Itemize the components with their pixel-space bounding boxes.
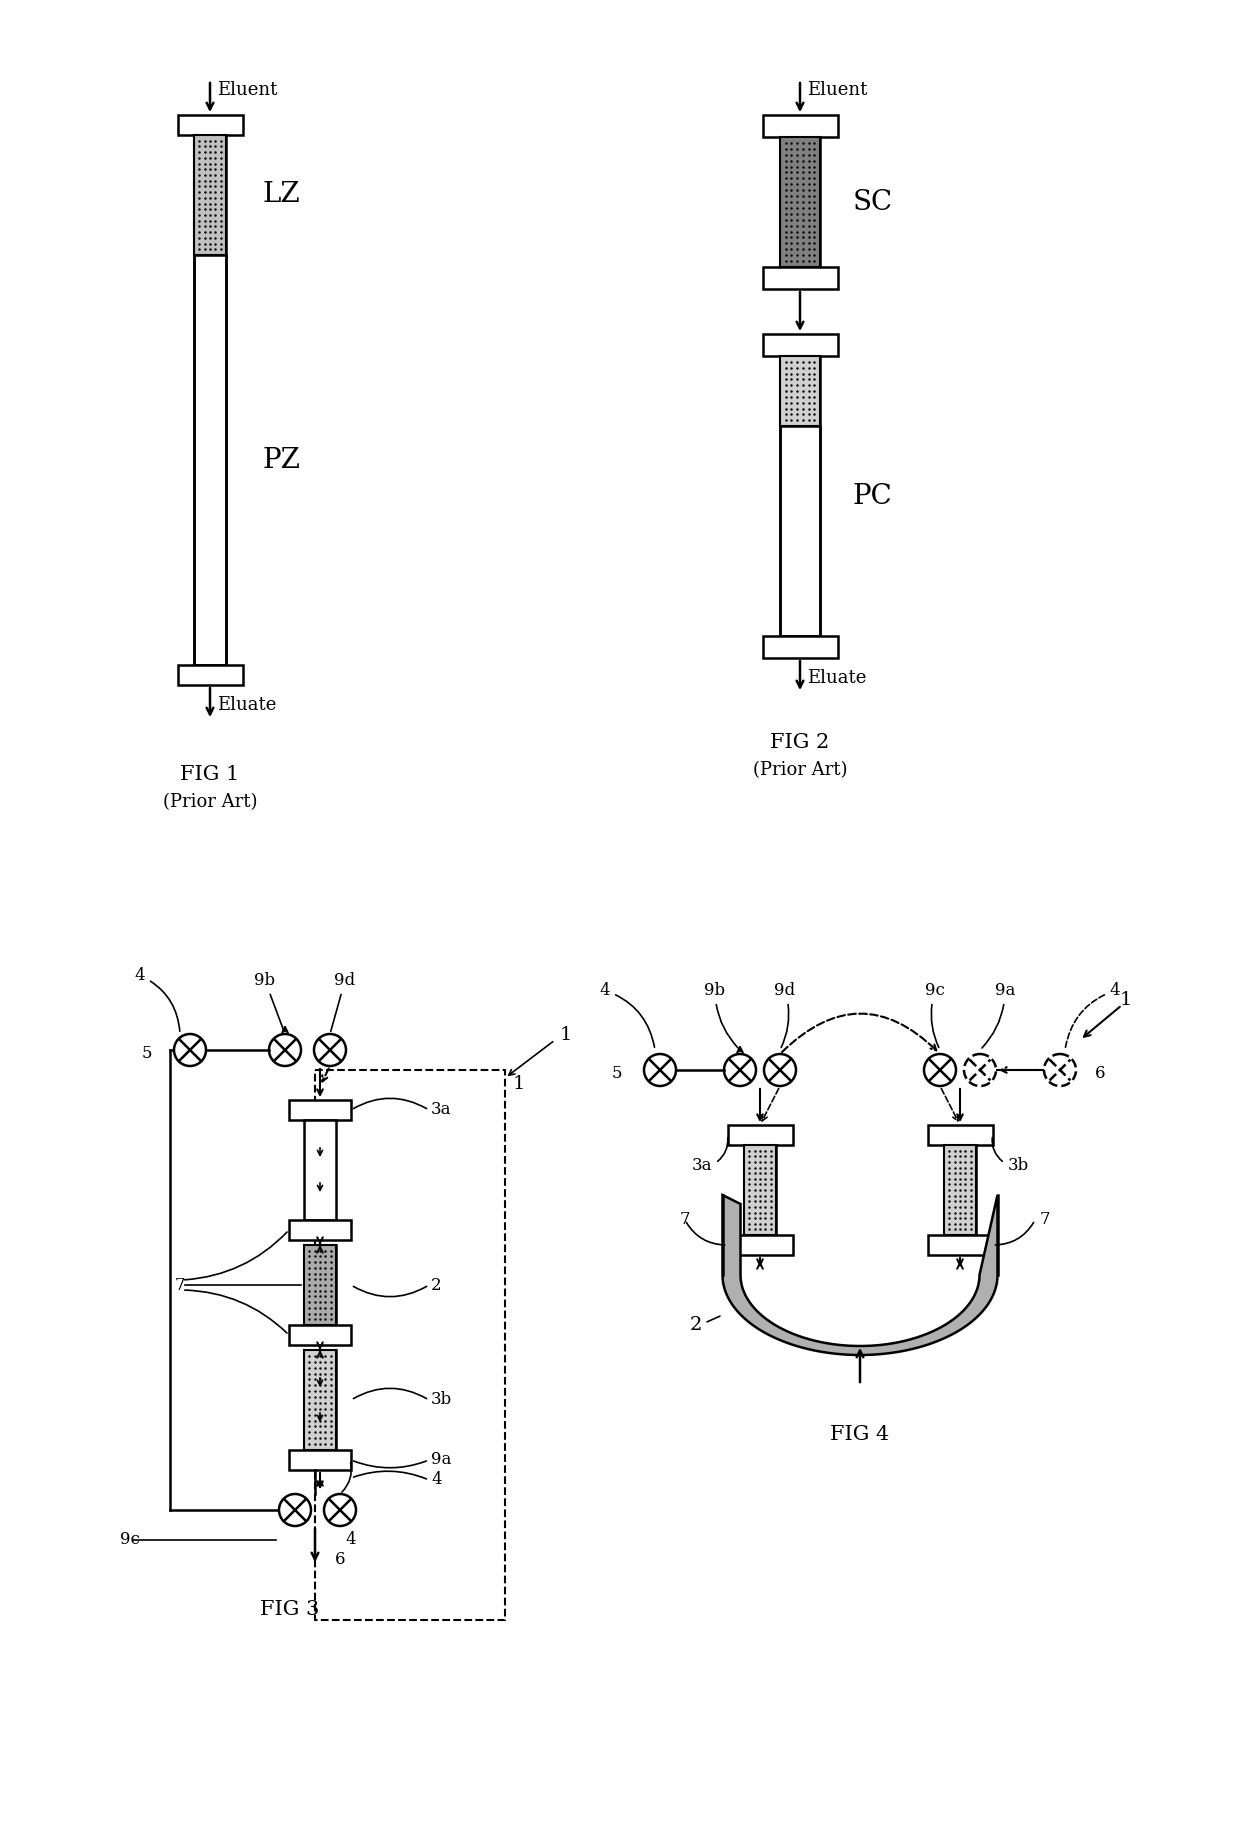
Bar [289,1324,351,1344]
Text: FIG 4: FIG 4 [831,1425,889,1443]
Text: 4: 4 [1065,981,1120,1047]
Bar [315,1069,505,1619]
Text: 2: 2 [691,1317,703,1333]
Text: 7: 7 [1040,1212,1050,1229]
Bar [728,1124,792,1144]
Bar [780,356,820,425]
Bar [289,1100,351,1121]
Bar [304,1245,336,1324]
Text: 9c: 9c [925,981,945,1047]
Text: 4: 4 [600,981,655,1047]
Circle shape [963,1055,996,1086]
Bar [289,1451,351,1471]
Text: 2: 2 [432,1276,441,1293]
Bar [763,636,837,658]
Text: 3b: 3b [1007,1157,1029,1174]
Text: 9d: 9d [775,981,796,1047]
Bar [304,1350,336,1451]
Text: SC: SC [853,189,893,216]
Bar [780,356,820,636]
Text: 5: 5 [141,1045,153,1062]
Text: PC: PC [853,482,893,510]
Text: Eluate: Eluate [217,695,277,713]
Text: 9b: 9b [254,972,284,1031]
Circle shape [724,1055,756,1086]
Text: 1: 1 [1120,990,1132,1009]
Bar [193,136,226,666]
Bar [304,1350,336,1451]
Text: FIG 2: FIG 2 [770,734,830,752]
Text: 3a: 3a [432,1102,451,1119]
Bar [780,138,820,268]
Text: 9d: 9d [331,972,356,1031]
Text: 9b: 9b [704,981,738,1047]
Text: 9c: 9c [120,1531,140,1548]
Circle shape [1044,1055,1076,1086]
Bar [763,334,837,356]
Bar [177,666,243,686]
Circle shape [764,1055,796,1086]
Bar [744,1144,776,1234]
Bar [780,425,820,636]
Circle shape [279,1495,311,1526]
Bar [928,1124,992,1144]
Text: 5: 5 [611,1064,622,1082]
Bar [928,1234,992,1254]
Text: 4: 4 [345,1531,356,1548]
Bar [304,1245,336,1324]
Text: 1: 1 [513,1075,526,1093]
Bar [780,138,820,268]
Polygon shape [723,1196,997,1355]
Bar [944,1144,976,1234]
Text: 6: 6 [335,1552,346,1568]
Bar [763,268,837,290]
Text: PZ: PZ [263,446,300,473]
Text: (Prior Art): (Prior Art) [753,761,847,779]
Text: 4: 4 [432,1471,441,1489]
Bar [289,1220,351,1240]
Text: 1: 1 [560,1025,573,1044]
Text: LZ: LZ [263,182,300,209]
Bar [944,1144,976,1234]
Bar [177,116,243,136]
Text: 3b: 3b [432,1392,453,1409]
Text: 4: 4 [135,967,180,1031]
Text: 9a: 9a [982,981,1016,1047]
Circle shape [314,1034,346,1066]
Text: Eluate: Eluate [807,669,867,688]
Bar [763,116,837,138]
Text: FIG 3: FIG 3 [260,1599,320,1619]
Bar [193,136,226,255]
Text: Eluent: Eluent [807,81,867,99]
Text: 7: 7 [175,1276,186,1293]
Text: 3a: 3a [692,1157,713,1174]
Text: 6: 6 [1095,1064,1106,1082]
Circle shape [174,1034,206,1066]
Circle shape [324,1495,356,1526]
Bar [728,1234,792,1254]
Text: FIG 1: FIG 1 [180,765,239,783]
Text: 9a: 9a [432,1451,451,1469]
Bar [193,255,226,666]
Bar [304,1121,336,1220]
Circle shape [269,1034,301,1066]
Circle shape [644,1055,676,1086]
Bar [744,1144,776,1234]
Text: Eluent: Eluent [217,81,278,99]
Text: 7: 7 [680,1212,691,1229]
Circle shape [924,1055,956,1086]
Text: (Prior Art): (Prior Art) [162,792,257,811]
